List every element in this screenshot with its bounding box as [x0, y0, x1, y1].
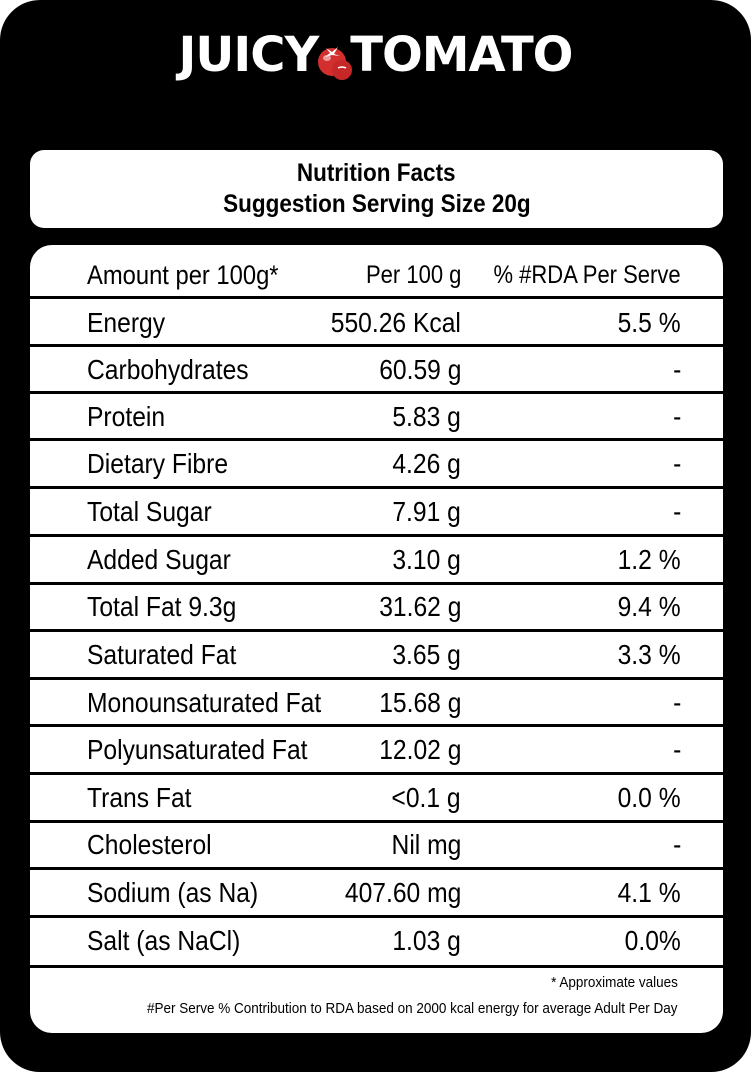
nutrient-name: Trans Fat [87, 782, 192, 813]
row-divider [30, 915, 723, 918]
header-rda-label: % #RDA Per Serve [493, 261, 681, 289]
nutrient-name: Added Sugar [87, 544, 231, 575]
row-divider [30, 296, 723, 299]
nutrient-rda: - [672, 496, 681, 527]
nutrition-facts-title: Nutrition Facts [297, 159, 456, 187]
table-row: Total Fat 9.3g 31.62 g 9.4 % [30, 585, 723, 629]
table-row: Sodium (as Na) 407.60 mg 4.1 % [30, 871, 723, 915]
approximate-values-note: * Approximate values [551, 974, 678, 991]
table-row: Dietary Fibre 4.26 g - [30, 442, 723, 486]
nutrient-value: 550.26 Kcal [330, 307, 461, 338]
table-row: Protein 5.83 g - [30, 395, 723, 439]
nutrient-rda: 0.0 % [617, 782, 681, 813]
table-row: Energy 550.26 Kcal 5.5 % [30, 301, 723, 345]
nutrient-name: Cholesterol [87, 829, 212, 860]
nutrient-rda: - [672, 687, 681, 718]
table-row: Total Sugar 7.91 g - [30, 490, 723, 534]
nutrient-rda: - [672, 401, 681, 432]
nutrient-name: Polyunsaturated Fat [87, 734, 308, 765]
nutrient-name: Dietary Fibre [87, 448, 229, 479]
serving-size-text: Suggestion Serving Size 20g [222, 190, 531, 218]
nutrient-value: 12.02 g [378, 734, 461, 765]
nutrient-value: <0.1 g [391, 782, 461, 813]
nutrient-rda: 5.5 % [617, 307, 681, 338]
table-row: Carbohydrates 60.59 g - [30, 348, 723, 392]
row-divider [30, 391, 723, 394]
row-divider [30, 534, 723, 537]
row-divider [30, 438, 723, 441]
brand-wordmark: JUICY TOMATO [178, 27, 574, 83]
table-row: Salt (as NaCl) 1.03 g 0.0% [30, 919, 723, 963]
nutrient-name: Protein [87, 401, 166, 432]
brand-word-tomato: TOMATO [350, 27, 573, 83]
nutrient-value: 3.10 g [392, 544, 461, 575]
brand-logo: JUICY TOMATO [0, 20, 751, 90]
nutrient-name: Saturated Fat [87, 639, 237, 670]
row-divider [30, 582, 723, 585]
nutrient-value: 407.60 mg [344, 877, 461, 908]
nutrition-heading-panel: Nutrition Facts Suggestion Serving Size … [30, 150, 723, 228]
nutrient-rda: - [672, 448, 681, 479]
tomato-icon [314, 36, 354, 82]
table-row: Polyunsaturated Fat 12.02 g - [30, 728, 723, 772]
nutrient-name: Monounsaturated Fat [87, 687, 322, 718]
table-row: Cholesterol Nil mg - [30, 823, 723, 867]
table-row: Saturated Fat 3.65 g 3.3 % [30, 633, 723, 677]
nutrient-name: Sodium (as Na) [87, 877, 259, 908]
nutrient-name: Total Fat 9.3g [87, 591, 237, 622]
table-row: Monounsaturated Fat 15.68 g - [30, 681, 723, 725]
nutrient-value: 5.83 g [392, 401, 461, 432]
nutrient-value: Nil mg [391, 829, 461, 860]
nutrient-value: 3.65 g [392, 639, 461, 670]
nutrient-value: 1.03 g [392, 925, 461, 956]
row-divider [30, 677, 723, 680]
nutrient-rda: - [672, 829, 681, 860]
nutrient-name: Total Sugar [87, 496, 212, 527]
nutrient-rda: 1.2 % [617, 544, 681, 575]
row-divider [30, 867, 723, 870]
nutrient-rda: 0.0% [624, 925, 681, 956]
nutrient-rda: - [672, 734, 681, 765]
row-divider [30, 965, 723, 968]
nutrient-value: 7.91 g [392, 496, 461, 527]
nutrient-value: 60.59 g [378, 354, 461, 385]
row-divider [30, 344, 723, 347]
nutrient-name: Carbohydrates [87, 354, 249, 385]
table-row: Trans Fat <0.1 g 0.0 % [30, 776, 723, 820]
header-per-100g-label: Per 100 g [365, 261, 461, 289]
table-row: Added Sugar 3.10 g 1.2 % [30, 538, 723, 582]
row-divider [30, 486, 723, 489]
row-divider [30, 772, 723, 775]
nutrient-name: Salt (as NaCl) [87, 925, 241, 956]
table-header-row: Amount per 100g* Per 100 g % #RDA Per Se… [30, 253, 723, 297]
brand-word-juicy: JUICY [178, 27, 320, 83]
nutrient-value: 4.26 g [392, 448, 461, 479]
nutrient-rda: 4.1 % [617, 877, 681, 908]
header-amount-label: Amount per 100g* [87, 260, 279, 290]
row-divider [30, 629, 723, 632]
nutrient-rda: 3.3 % [617, 639, 681, 670]
row-divider [30, 820, 723, 823]
rda-footnote: #Per Serve % Contribution to RDA based o… [147, 1000, 678, 1017]
nutrient-name: Energy [87, 307, 166, 338]
row-divider [30, 724, 723, 727]
nutrient-rda: 9.4 % [617, 591, 681, 622]
nutrient-value: 15.68 g [378, 687, 461, 718]
nutrient-rda: - [672, 354, 681, 385]
nutrient-value: 31.62 g [378, 591, 461, 622]
nutrition-table: Amount per 100g* Per 100 g % #RDA Per Se… [30, 245, 723, 1033]
